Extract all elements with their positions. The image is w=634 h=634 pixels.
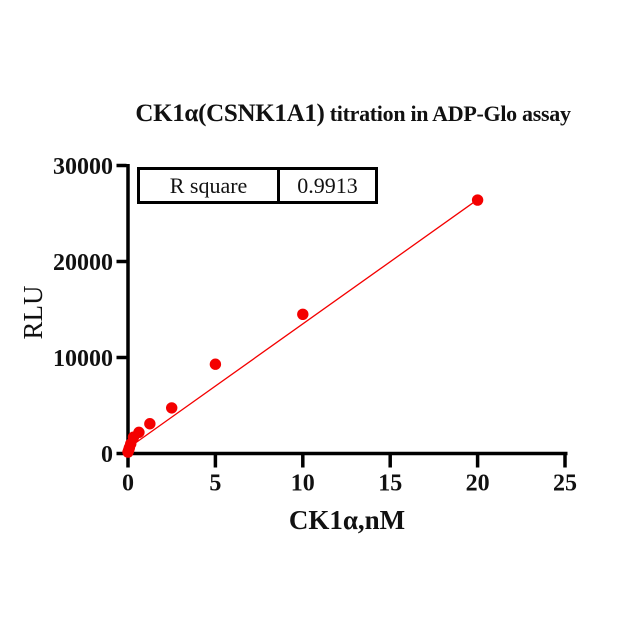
y-axis-title: RLU [18, 286, 48, 340]
data-point [471, 194, 484, 206]
y-tick-label: 30000 [53, 154, 113, 180]
x-axis-title: CK1α,nM [289, 505, 405, 535]
chart-title-sub: titration in ADP-Glo assay [324, 101, 571, 126]
y-tick-label: 10000 [53, 346, 113, 372]
data-point [166, 402, 178, 414]
chart-title-main: CK1α(CSNK1A1) [135, 100, 325, 127]
data-point [144, 418, 156, 430]
r-square-value: 0.9913 [297, 172, 358, 198]
x-tick-label: 25 [553, 471, 577, 497]
data-point [209, 358, 222, 370]
x-tick-label: 10 [291, 471, 315, 497]
x-tick-label: 5 [209, 471, 221, 497]
data-point [297, 308, 309, 320]
fit-line [127, 199, 478, 449]
y-tick-label: 0 [101, 442, 113, 468]
y-tick-label: 20000 [53, 250, 113, 276]
x-tick-label: 15 [378, 471, 402, 497]
data-point [133, 426, 145, 439]
chart-title: CK1α(CSNK1A1) titration in ADP-Glo assay [70, 100, 634, 128]
r-square-table: R square 0.9913 [137, 167, 378, 204]
x-tick-label: 0 [122, 471, 134, 497]
x-tick-label: 20 [466, 471, 490, 497]
r-square-label: R square [140, 170, 280, 201]
